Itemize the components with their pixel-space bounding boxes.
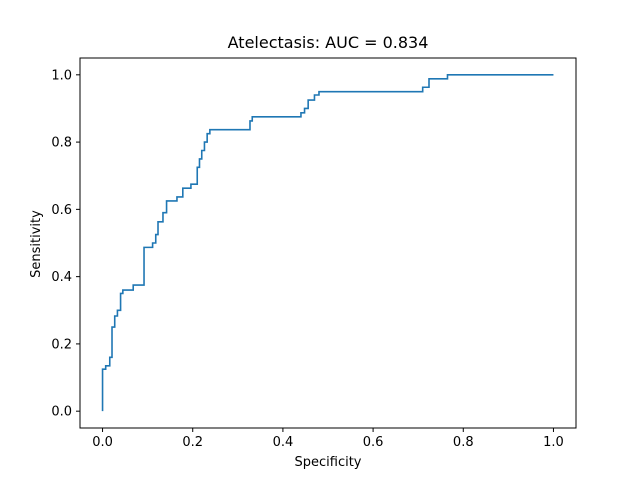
x-tick-label: 0.2 bbox=[182, 435, 203, 450]
y-axis-label: Sensitivity bbox=[29, 210, 44, 278]
y-tick-label: 0.2 bbox=[51, 337, 72, 352]
axes-frame bbox=[79, 57, 577, 429]
x-tick-label: 0.8 bbox=[453, 435, 474, 450]
x-tick-label: 0.0 bbox=[92, 435, 113, 450]
roc-curve-line bbox=[101, 74, 554, 412]
plot-area bbox=[101, 74, 554, 412]
y-tick-label: 1.0 bbox=[51, 68, 72, 83]
y-tick-label: 0.4 bbox=[51, 270, 72, 285]
x-tick-label: 0.4 bbox=[273, 435, 294, 450]
x-tick-label: 0.6 bbox=[363, 435, 384, 450]
y-tick-label: 0.0 bbox=[51, 405, 72, 420]
axes: 0.0 0.2 0.4 0.6 0.8 1.0 0.0 0.2 0.4 0.6 0.8 1.0 bbox=[51, 57, 577, 450]
chart-title: Atelectasis: AUC = 0.834 bbox=[228, 33, 429, 52]
x-axis-label: Specificity bbox=[295, 455, 362, 470]
x-tick-label: 1.0 bbox=[543, 435, 564, 450]
y-tick-label: 0.6 bbox=[51, 203, 72, 218]
y-tick-label: 0.8 bbox=[51, 136, 72, 151]
